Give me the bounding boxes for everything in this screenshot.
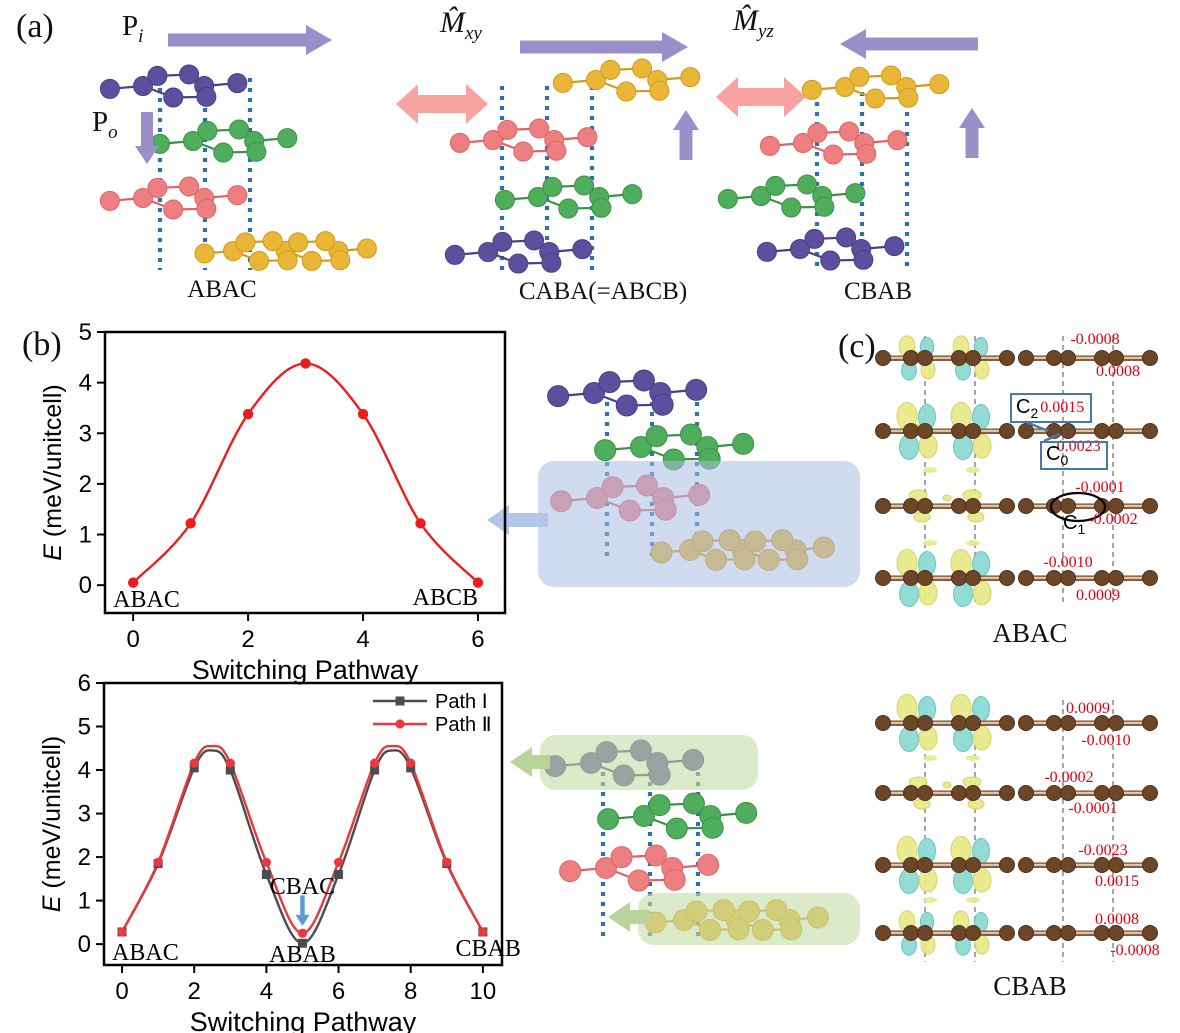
stack-structure-a2 — [717, 65, 950, 271]
svg-text:1: 1 — [79, 522, 92, 549]
svg-text:5: 5 — [78, 714, 91, 741]
charge-density-group-0 — [875, 335, 1158, 607]
svg-text:Switching Pathway: Switching Pathway — [190, 1007, 417, 1033]
stack-structure-a1 — [444, 58, 701, 274]
charge-value: -0.0002 — [1088, 511, 1138, 528]
in-plane-polarization-label: Pi — [122, 10, 144, 47]
svg-text:2: 2 — [241, 626, 254, 653]
svg-text:E (meV/unitcell): E (meV/unitcell) — [39, 384, 67, 560]
svg-text:4: 4 — [79, 370, 92, 397]
svg-text:4: 4 — [356, 626, 369, 653]
charge-annotations — [1025, 420, 1107, 523]
charge-value: -0.0010 — [1043, 554, 1093, 571]
svg-text:6: 6 — [78, 670, 91, 697]
panel-a-label: (a) — [16, 8, 54, 45]
charge-value: 0.0009 — [1076, 587, 1120, 604]
stacking-name-caba: CABA(=ABCB) — [518, 278, 688, 305]
svg-text:3: 3 — [79, 420, 92, 447]
panel-a-arrows — [135, 25, 985, 164]
svg-text:0: 0 — [79, 572, 92, 599]
stacking-name-cbab: CBAB — [843, 278, 913, 305]
mirror-xy-operator-label: M̂xy — [440, 6, 482, 44]
svg-text:4: 4 — [78, 757, 91, 784]
svg-text:Switching Pathway: Switching Pathway — [192, 655, 419, 685]
c2-tag-box: C2 0.0015 — [1010, 393, 1092, 423]
charge-value: -0.0001 — [1068, 800, 1118, 817]
svg-text:6: 6 — [471, 626, 484, 653]
panel-b-label: (b) — [22, 326, 62, 363]
c1-tag-label: C1 — [1063, 513, 1085, 536]
svg-text:Path Ⅰ: Path Ⅰ — [435, 691, 488, 713]
charge-group-name-abac: ABAC — [992, 618, 1068, 648]
charge-value: 0.0015 — [1040, 399, 1085, 416]
charge-value: -0.0002 — [1044, 769, 1094, 786]
svg-text:6: 6 — [332, 978, 345, 1005]
svg-text:2: 2 — [79, 471, 92, 498]
c0-tag-box: C0 — [1040, 441, 1108, 470]
panel-c-label: (c) — [838, 328, 876, 365]
svg-text:CBAB: CBAB — [456, 936, 521, 962]
svg-text:2: 2 — [78, 844, 91, 871]
svg-text:8: 8 — [404, 978, 417, 1005]
charge-value: 0.0008 — [1095, 911, 1139, 928]
charge-group-name-cbab: CBAB — [993, 971, 1067, 1001]
charge-value: -0.0001 — [1075, 479, 1125, 496]
svg-text:0: 0 — [78, 931, 91, 958]
svg-text:Path Ⅱ: Path Ⅱ — [435, 714, 492, 736]
charge-value: -0.0008 — [1110, 942, 1160, 959]
svg-text:ABCB: ABCB — [413, 585, 478, 611]
svg-text:ABAB: ABAB — [269, 942, 336, 968]
charge-value: -0.0008 — [1070, 331, 1120, 348]
stack-structure-mid0 — [487, 369, 860, 587]
charge-density-group-1 — [875, 694, 1158, 962]
svg-text:ABAC: ABAC — [113, 587, 180, 613]
svg-text:3: 3 — [78, 801, 91, 828]
stack-structure-a0 — [99, 64, 377, 271]
svg-text:0: 0 — [115, 978, 128, 1005]
svg-text:0: 0 — [126, 626, 139, 653]
svg-text:E (meV/unitcell): E (meV/unitcell) — [38, 736, 66, 912]
charge-value: -0.0010 — [1081, 732, 1131, 749]
charge-value: 0.0008 — [1096, 363, 1140, 380]
charge-value: 0.0009 — [1066, 700, 1110, 717]
svg-text:1: 1 — [78, 888, 91, 915]
energy-chart-top: 0 2 4 6 0 1 2 3 4 5 Switching Pathway E (meV/unitce… — [39, 319, 507, 685]
svg-text:5: 5 — [79, 319, 92, 346]
svg-text:10: 10 — [470, 978, 497, 1005]
svg-text:4: 4 — [260, 978, 273, 1005]
out-of-plane-polarization-label: Po — [92, 106, 118, 143]
charge-value: -0.0023 — [1078, 842, 1128, 859]
carbon-site-tag: C1 — [1063, 512, 1086, 537]
stacking-name-abac: ABAC — [187, 276, 257, 303]
stack-structure-mid1 — [510, 735, 860, 945]
carbon-site-tag: C2 — [1016, 395, 1039, 421]
carbon-site-tag: C0 — [1046, 443, 1069, 468]
svg-text:ABAC: ABAC — [112, 940, 179, 966]
charge-value: 0.0015 — [1095, 873, 1139, 890]
svg-text:2: 2 — [188, 978, 201, 1005]
mirror-yz-operator-label: M̂yz — [733, 4, 774, 42]
